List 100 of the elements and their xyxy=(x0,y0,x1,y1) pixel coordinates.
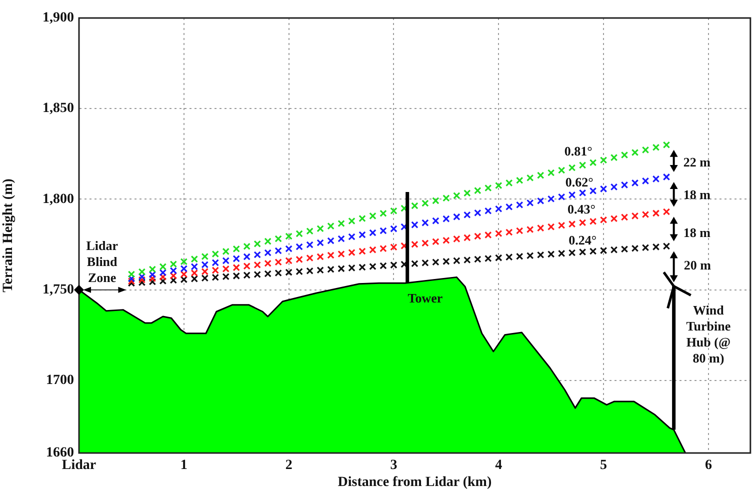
point xyxy=(128,270,136,278)
x-tick-label: 1 xyxy=(180,458,188,474)
point xyxy=(180,276,188,284)
point xyxy=(274,247,282,254)
point xyxy=(453,213,460,220)
annotation: Lidar Blind Zone xyxy=(86,238,118,286)
point xyxy=(212,259,220,266)
point xyxy=(296,243,303,250)
point xyxy=(254,261,261,268)
y-tick-label: 1,800 xyxy=(42,192,74,207)
point xyxy=(285,268,292,276)
point xyxy=(285,257,292,264)
point xyxy=(243,242,250,250)
point xyxy=(558,166,566,174)
point xyxy=(526,226,534,234)
point xyxy=(338,250,345,258)
point xyxy=(494,182,502,190)
point xyxy=(327,252,334,259)
point xyxy=(159,277,167,285)
annotation: 18 m xyxy=(683,186,711,202)
point xyxy=(369,229,376,236)
point xyxy=(254,240,261,248)
point xyxy=(600,156,608,164)
point xyxy=(411,202,418,210)
point xyxy=(264,270,272,278)
point xyxy=(464,234,471,242)
point xyxy=(620,151,628,159)
point xyxy=(536,172,544,179)
point xyxy=(662,208,670,216)
point xyxy=(170,272,178,280)
point xyxy=(358,248,366,255)
point xyxy=(526,252,534,260)
y-tick-label: 1,750 xyxy=(42,282,74,298)
point xyxy=(494,205,502,212)
point xyxy=(536,251,544,259)
point xyxy=(138,268,146,276)
point xyxy=(516,201,524,208)
x-tick-label: 3 xyxy=(390,458,398,474)
x-tick-label: Lidar xyxy=(62,458,96,474)
annotation: 0.43° xyxy=(568,201,596,216)
point xyxy=(190,263,198,270)
point xyxy=(411,260,418,268)
point xyxy=(662,173,670,181)
point xyxy=(159,263,167,270)
annotation: Wind Turbine Hub (@ 80 m) xyxy=(686,302,731,366)
point xyxy=(369,262,376,270)
point xyxy=(159,269,167,276)
point xyxy=(380,210,387,218)
point xyxy=(526,199,534,207)
point xyxy=(494,230,502,238)
point xyxy=(652,243,660,251)
point xyxy=(464,189,471,197)
point xyxy=(128,275,136,282)
point xyxy=(411,221,418,228)
point xyxy=(578,162,586,169)
point xyxy=(369,246,376,254)
point xyxy=(558,193,566,201)
point xyxy=(568,191,576,199)
point xyxy=(600,246,608,254)
point xyxy=(170,267,178,274)
point xyxy=(338,265,345,272)
point xyxy=(327,237,334,244)
point xyxy=(642,210,650,218)
point xyxy=(201,261,209,268)
point xyxy=(180,258,188,266)
x-tick-label: 5 xyxy=(600,458,608,474)
point xyxy=(232,255,240,262)
point xyxy=(432,258,440,266)
x-tick-label: 6 xyxy=(704,458,712,474)
point xyxy=(212,274,220,281)
point xyxy=(348,264,356,272)
point xyxy=(505,203,513,210)
point xyxy=(190,255,198,263)
point xyxy=(138,276,146,284)
point xyxy=(620,245,628,253)
y-tick-label: 1700 xyxy=(46,373,74,388)
point xyxy=(264,260,272,268)
point xyxy=(453,192,460,200)
point xyxy=(610,183,618,191)
point xyxy=(652,175,660,183)
point xyxy=(159,273,167,281)
point xyxy=(526,174,534,182)
point xyxy=(222,257,230,264)
point xyxy=(264,238,272,245)
point xyxy=(348,217,356,225)
point xyxy=(536,197,544,205)
point xyxy=(505,253,513,261)
annotation: Tower xyxy=(408,290,443,306)
point xyxy=(558,250,566,258)
point xyxy=(327,266,334,274)
point xyxy=(578,189,586,197)
point xyxy=(170,276,178,284)
point xyxy=(547,223,555,230)
point xyxy=(516,252,524,260)
point xyxy=(285,245,292,252)
point xyxy=(516,227,524,234)
point xyxy=(442,215,450,222)
point xyxy=(243,272,250,279)
point xyxy=(474,186,482,194)
point xyxy=(422,200,429,207)
